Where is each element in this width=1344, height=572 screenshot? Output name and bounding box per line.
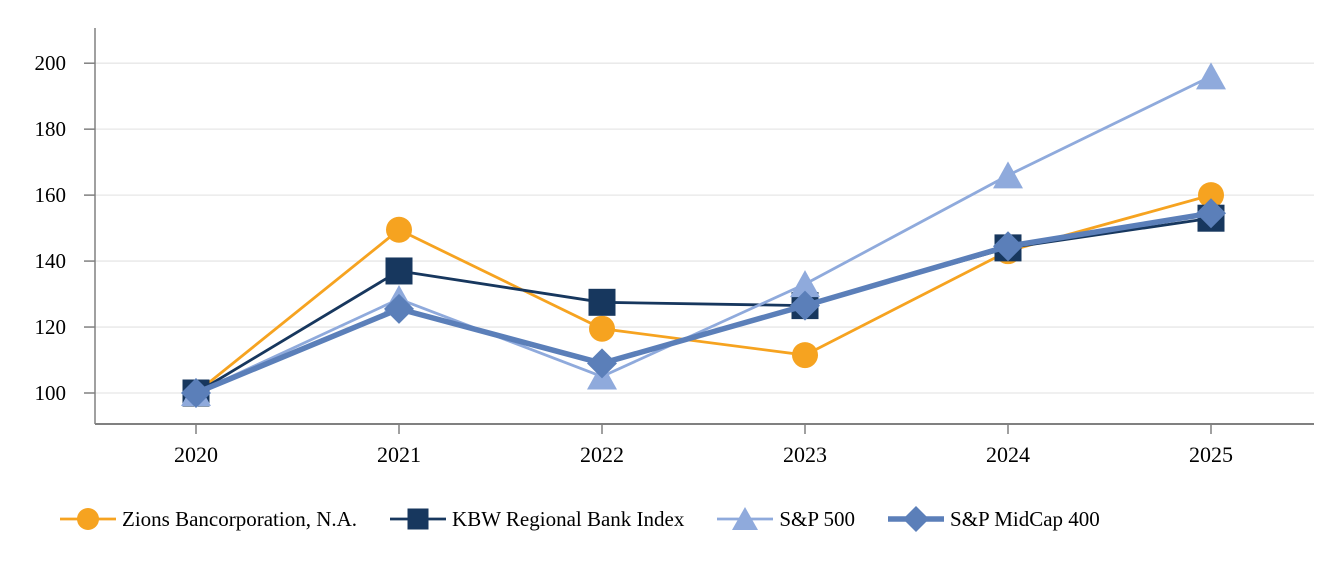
x-tick-label: 2023 [783,442,827,467]
diamond-marker-icon [587,348,617,379]
x-tick-label: 2020 [174,442,218,467]
x-tick-label: 2022 [580,442,624,467]
legend-label: Zions Bancorporation, N.A. [122,507,358,531]
y-tick-label: 120 [35,315,67,339]
legend-item: S&P 500 [717,502,855,536]
legend-item: S&P MidCap 400 [888,502,1100,536]
series-line [194,210,1212,396]
triangle-marker-icon [1196,62,1226,90]
series-circle [183,182,1224,406]
legend-item: KBW Regional Bank Index [390,502,684,536]
y-tick-label: 140 [35,249,67,273]
square-marker-icon [385,257,413,285]
x-tick-label: 2024 [986,442,1030,467]
y-tick-label: 180 [35,117,67,141]
x-tick-label: 2021 [377,442,421,467]
square-marker-icon [588,288,616,316]
diamond-marker-icon [181,378,211,408]
legend-label: S&P MidCap 400 [950,507,1100,531]
circle-marker-icon [77,508,99,530]
plot-area: 100 120 140 160 180 200 2020 2021 2022 2023 2024 20… [35,28,1314,467]
gridlines [95,62,1314,394]
square-marker-icon [390,508,447,530]
diamond-marker-icon [384,293,414,324]
y-tick-label: 200 [35,51,67,75]
diamond-marker-icon [903,506,930,532]
diamond-marker-icon [1196,198,1226,229]
triangle-marker-icon [717,507,774,530]
circle-marker-icon [1198,182,1224,209]
circle-marker-icon [589,315,615,342]
circle-marker-icon [792,342,818,369]
y-tick-label: 160 [35,183,67,207]
circle-marker-icon [386,216,412,243]
circle-marker-icon [60,508,116,530]
square-marker-icon [407,508,429,530]
x-tick-label: 2025 [1189,442,1233,467]
legend-label: KBW Regional Bank Index [452,507,685,531]
diamond-marker-icon [888,506,945,532]
y-tick-label: 100 [35,381,67,405]
series-line [195,216,1212,395]
legend-label: S&P 500 [779,507,856,531]
triangle-marker-icon [790,270,820,298]
chart-legend: Zions Bancorporation, N.A. KBW Regional B… [60,502,1100,536]
legend-item: Zions Bancorporation, N.A. [60,502,357,536]
series-line [195,75,1212,395]
triangle-marker-icon [732,507,759,530]
diamond-marker-icon [790,290,820,321]
series-line [195,193,1212,395]
triangle-marker-icon [993,161,1023,189]
diamond-marker-icon [993,231,1023,262]
series-diamond [181,198,1226,408]
